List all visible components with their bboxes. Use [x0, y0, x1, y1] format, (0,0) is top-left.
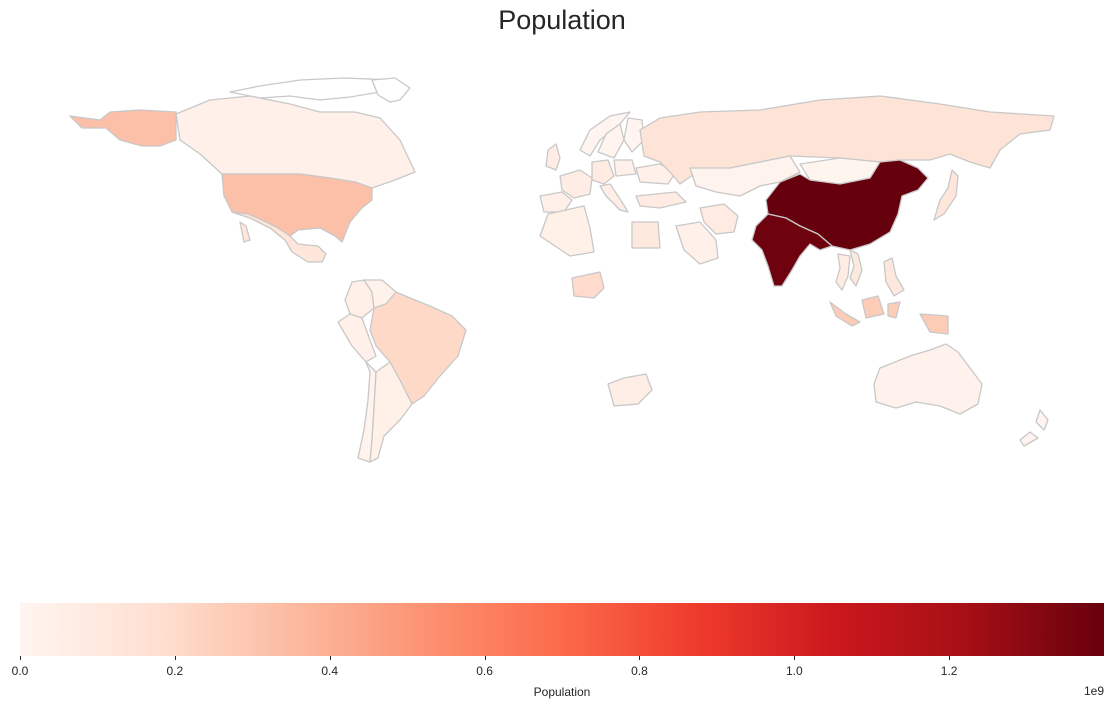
- country-spain: [539, 191, 573, 213]
- country-nigeria: [571, 271, 605, 299]
- country-uk: [545, 143, 561, 171]
- colorbar-tick: [329, 656, 331, 660]
- colorbar-tick: [484, 656, 486, 660]
- country-italy: [599, 183, 629, 213]
- country-thailand: [835, 253, 851, 291]
- country-poland: [613, 159, 637, 177]
- colorbar-tick-label: 0.4: [321, 664, 339, 678]
- country-argentina: [369, 361, 413, 463]
- country-russia: [639, 95, 1055, 185]
- colorbar-label: Population: [533, 685, 591, 699]
- country-canada: [175, 95, 416, 189]
- country-saudi-arabia: [675, 221, 719, 265]
- colorbar-tick: [949, 656, 951, 660]
- country-france: [559, 169, 593, 199]
- country-australia: [873, 343, 983, 415]
- country-brazil: [369, 291, 467, 405]
- country-iran: [699, 203, 739, 235]
- colorbar-gradient: [20, 603, 1104, 656]
- country-usa-alaska: [69, 109, 177, 147]
- country-mexico: [231, 211, 327, 263]
- country-south-africa: [607, 373, 653, 407]
- country-new-zealand: [1019, 409, 1049, 447]
- colorbar-tick: [20, 656, 21, 660]
- map-title: Population: [498, 5, 626, 35]
- country-ukraine: [635, 163, 677, 185]
- colorbar-tick: [174, 656, 176, 660]
- country-egypt: [631, 221, 661, 249]
- colorbar-exponent: 1e9: [1084, 684, 1105, 698]
- country-germany: [591, 159, 615, 185]
- country-peru: [337, 313, 377, 363]
- country-indonesia: [829, 295, 949, 335]
- colorbar-tick-label: 1.0: [785, 664, 803, 678]
- country-japan: [933, 169, 959, 221]
- country-vietnam: [849, 249, 863, 287]
- choropleth-map: [69, 77, 1055, 463]
- colorbar-tick-label: 0.0: [11, 664, 29, 678]
- colorbar-tick-label: 0.6: [476, 664, 493, 678]
- country-turkey: [635, 191, 687, 209]
- colorbar-tick: [639, 656, 641, 660]
- country-norway: [579, 111, 631, 157]
- country-philippines: [883, 257, 905, 297]
- colorbar-tick: [794, 656, 796, 660]
- colorbar-tick-label: 0.2: [166, 664, 184, 678]
- colorbar-tick-label: 1.2: [940, 664, 958, 678]
- greenland: [371, 77, 411, 103]
- country-sweden: [597, 123, 625, 159]
- country-algeria: [539, 205, 595, 257]
- country-india: [751, 213, 833, 287]
- colorbar-tick-label: 0.8: [631, 664, 648, 678]
